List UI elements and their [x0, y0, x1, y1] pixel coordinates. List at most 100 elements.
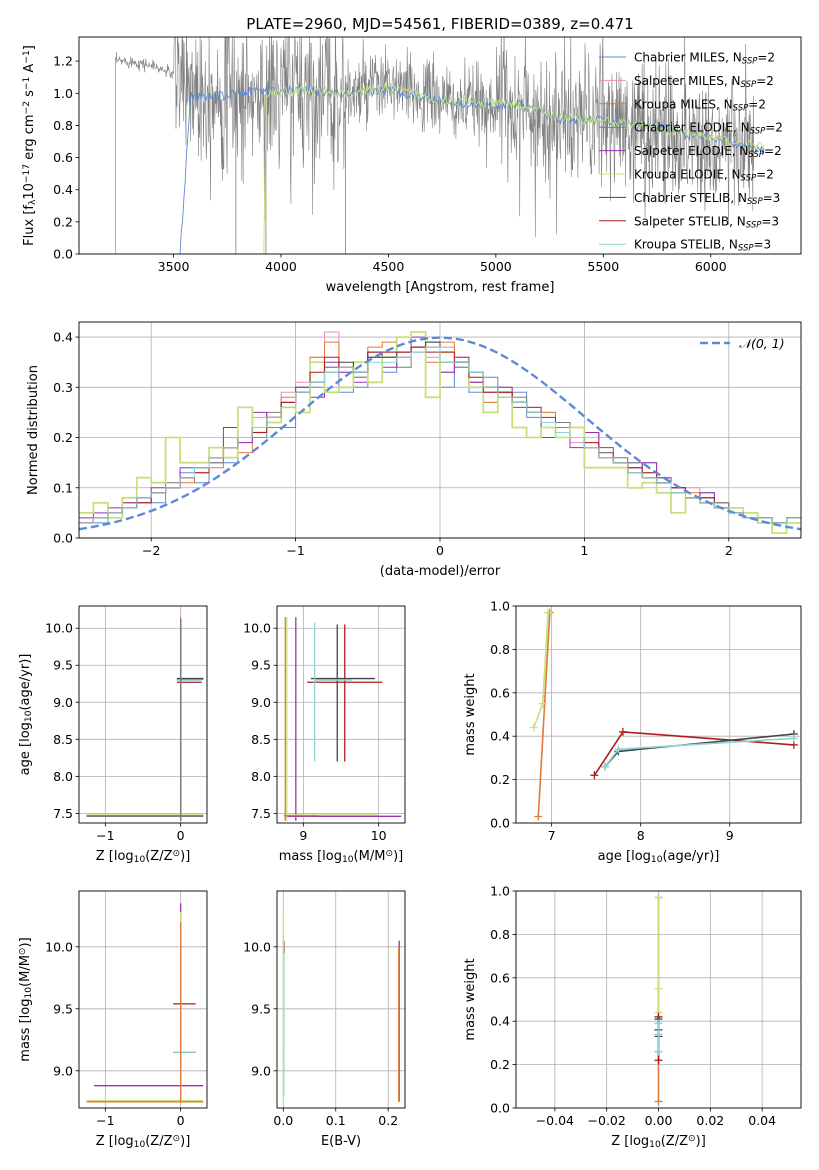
residual-legend: 𝒩(0, 1)	[700, 336, 785, 351]
y-tick-label: 0.2	[53, 430, 73, 445]
x-tick-label: 8	[637, 828, 645, 843]
spectrum-panel: 3500 4000 4500 5000 5500 6000 0.0 0.2 0.4 0.6 0.8 1…	[22, 36, 802, 295]
y-tick-label: 8.5	[251, 732, 271, 747]
plus-marker	[614, 745, 623, 754]
y-tick-label: 0.6	[490, 685, 510, 700]
legend-entry: 𝒩(0, 1)	[739, 336, 785, 351]
x-axis-label: E(B-V)	[321, 1134, 361, 1149]
plus-marker	[654, 1019, 663, 1028]
y-tick-label: 0.8	[53, 118, 73, 133]
y-axis-label: mass weight	[463, 673, 478, 755]
plus-marker	[654, 1056, 663, 1065]
legend-entry: Salpeter STELIB, NSSP=3	[634, 214, 779, 230]
plus-marker	[654, 1047, 663, 1056]
histogram-step	[79, 346, 801, 524]
axes-frame	[276, 605, 406, 824]
legend-entry: Salpeter MILES, NSSP=2	[634, 74, 774, 90]
errorbar-point	[173, 953, 196, 1096]
x-axis-label: (data-model)/error	[380, 564, 501, 579]
x-tick-label: 6000	[695, 259, 727, 274]
y-tick-label: 8.0	[251, 769, 271, 784]
axes-frame	[78, 605, 208, 824]
axes-frame	[78, 36, 802, 255]
weight-vs-metallicity-panel-plot-area	[654, 893, 663, 1106]
x-tick-label: 0	[436, 543, 444, 558]
axes-frame	[515, 890, 802, 1109]
axes-frame	[515, 605, 802, 824]
plus-marker	[618, 727, 627, 736]
x-tick-label: 0.04	[748, 1113, 776, 1128]
y-tick-label: 9.5	[251, 1001, 271, 1016]
weight-vs-age-panel-grid	[516, 605, 801, 824]
legend-entry: Salpeter ELODIE, NSSP=2	[634, 144, 782, 160]
x-tick-label: 10	[371, 828, 387, 843]
model-spectrum	[263, 82, 765, 254]
residual-plot-area	[79, 331, 801, 534]
plus-marker	[544, 608, 553, 617]
y-tick-label: 0.2	[490, 772, 510, 787]
y-tick-label: 0.0	[53, 531, 73, 546]
mass-vs-metallicity-panel-grid	[79, 891, 207, 1108]
x-tick-label: 3500	[158, 259, 190, 274]
y-tick-label: 9.0	[53, 1063, 73, 1078]
y-tick-label: 7.5	[53, 806, 73, 821]
axes-frame	[78, 321, 802, 539]
plus-marker	[654, 1030, 663, 1039]
y-tick-label: 10.0	[243, 939, 271, 954]
errorbar-point	[173, 940, 196, 1046]
errorbar-point	[86, 620, 204, 821]
legend-entry: Kroupa MILES, NSSP=2	[634, 97, 766, 113]
age-vs-metallicity-panel-plot-area	[86, 617, 204, 821]
y-tick-label: 1.0	[490, 599, 510, 614]
y-tick-label: 0.4	[490, 1014, 510, 1029]
x-tick-label: 2	[725, 543, 733, 558]
mass-vs-ebv-panel-plot-area	[282, 912, 400, 1102]
y-axis-label: mass weight	[463, 958, 478, 1040]
x-tick-label: −0.04	[536, 1113, 574, 1128]
legend-entry: Kroupa ELODIE, NSSP=2	[634, 168, 774, 184]
x-tick-label: 1	[580, 543, 588, 558]
axes-frame	[78, 890, 208, 1109]
x-axis-label: age [log10(age/yr)]	[598, 849, 720, 865]
x-tick-label: 0	[177, 828, 185, 843]
spectrum-plot-area	[115, 37, 765, 254]
plus-marker	[538, 699, 547, 708]
x-tick-label: −1	[286, 543, 304, 558]
y-tick-label: 0.4	[53, 182, 73, 197]
mass-vs-ebv-panel-grid	[277, 891, 405, 1108]
errorbar-point	[313, 623, 353, 762]
errorbar-point	[283, 617, 319, 821]
x-tick-label: 4500	[373, 259, 405, 274]
y-tick-label: 1.2	[53, 54, 73, 69]
x-axis-label: wavelength [Angstrom, rest frame]	[326, 280, 555, 295]
age-vs-mass-panel-plot-area	[283, 617, 402, 821]
age-vs-mass-panel-grid	[277, 606, 405, 823]
y-tick-label: 0.0	[490, 1101, 510, 1116]
y-tick-label: 0.2	[490, 1057, 510, 1072]
errorbar-point	[94, 903, 204, 1102]
y-tick-label: 9.0	[251, 695, 271, 710]
y-tick-label: 8.0	[53, 769, 73, 784]
mass-vs-metallicity-panel: −1 0 9.0 9.5 10.0 Z [log10(Z/Z⊙)] mass [log10(…	[18, 890, 208, 1150]
plus-marker	[590, 771, 599, 780]
mass-vs-metallicity-panel-plot-area	[86, 903, 204, 1104]
x-tick-label: 4000	[265, 259, 297, 274]
residual-panel: −2 −1 0 1 2 0.0 0.1 0.2 0.3 0.4 (data-model)/error…	[26, 321, 802, 579]
x-tick-label: 0.00	[645, 1113, 673, 1128]
y-tick-label: 0.6	[53, 150, 73, 165]
y-tick-label: 0.4	[490, 729, 510, 744]
x-tick-label: 0	[177, 1113, 185, 1128]
x-axis-label: Z [log10(Z/Z⊙)]	[611, 1134, 706, 1150]
y-tick-label: 8.5	[53, 732, 73, 747]
y-tick-label: 9.5	[53, 658, 73, 673]
plus-marker	[654, 984, 663, 993]
y-axis-label: Normed distribution	[26, 365, 41, 495]
errorbar-point	[310, 624, 375, 762]
y-tick-label: 0.6	[490, 970, 510, 985]
y-tick-label: 1.0	[490, 884, 510, 899]
y-tick-label: 0.1	[53, 480, 73, 495]
y-tick-label: 10.0	[243, 621, 271, 636]
x-tick-label: 9	[726, 828, 734, 843]
spectrum-legend: Chabrier MILES, NSSP=2 Salpeter MILES, NS…	[599, 51, 783, 254]
